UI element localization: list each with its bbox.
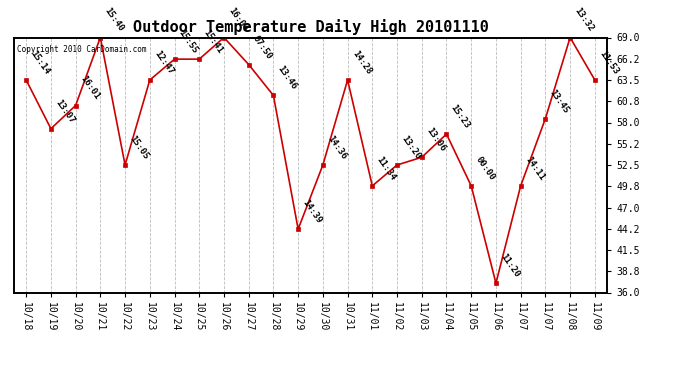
Text: 16:01: 16:01 — [78, 75, 101, 102]
Text: 15:40: 15:40 — [103, 6, 126, 34]
Text: 00:00: 00:00 — [474, 155, 497, 182]
Text: 14:28: 14:28 — [350, 49, 373, 76]
Text: 14:39: 14:39 — [301, 198, 324, 225]
Text: 15:23: 15:23 — [449, 103, 472, 130]
Text: 15:05: 15:05 — [128, 134, 150, 161]
Text: 13:06: 13:06 — [424, 126, 447, 153]
Text: 13:07: 13:07 — [53, 98, 76, 125]
Text: 11:34: 11:34 — [375, 155, 397, 182]
Text: 12:47: 12:47 — [152, 49, 175, 76]
Text: 15:14: 15:14 — [29, 49, 52, 76]
Text: 07:50: 07:50 — [251, 33, 274, 61]
Text: 14:36: 14:36 — [326, 134, 348, 161]
Text: 11:53: 11:53 — [598, 49, 620, 76]
Text: 15:41: 15:41 — [201, 28, 224, 55]
Title: Outdoor Temperature Daily High 20101110: Outdoor Temperature Daily High 20101110 — [132, 19, 489, 35]
Text: 15:55: 15:55 — [177, 28, 200, 55]
Text: 13:20: 13:20 — [400, 134, 422, 161]
Text: 16:04: 16:04 — [226, 6, 249, 34]
Text: 14:11: 14:11 — [523, 155, 546, 182]
Text: 13:45: 13:45 — [548, 88, 571, 115]
Text: 11:20: 11:20 — [498, 252, 521, 279]
Text: 13:32: 13:32 — [573, 6, 595, 34]
Text: 13:46: 13:46 — [276, 64, 299, 92]
Text: Copyright 2010 CarDomain.com: Copyright 2010 CarDomain.com — [17, 45, 146, 54]
